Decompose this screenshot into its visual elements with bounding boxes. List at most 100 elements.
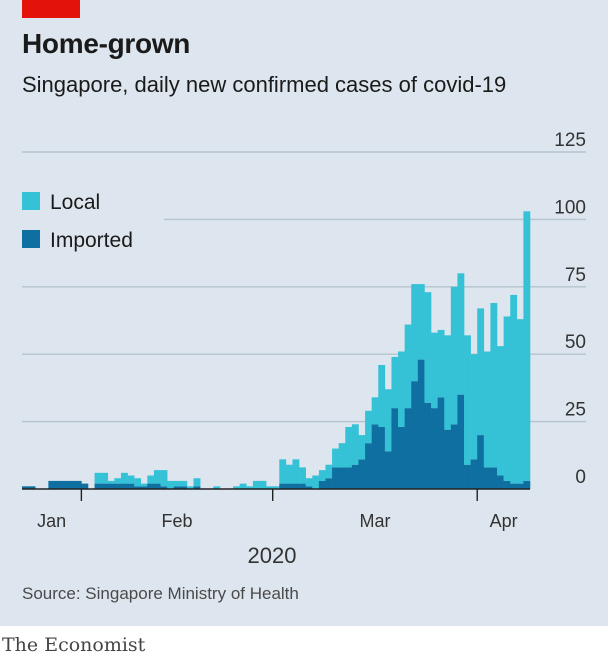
bar-imported-day-55	[384, 451, 392, 489]
bar-local-day-54	[378, 364, 386, 427]
bar-imported-day-70	[483, 467, 491, 489]
bar-local-day-25	[186, 486, 194, 489]
bar-local-day-61	[424, 292, 432, 403]
bar-local-day-51	[358, 435, 366, 460]
brand-accent-bar	[22, 0, 80, 18]
bar-imported-day-15	[120, 483, 128, 489]
bar-local-day-52	[365, 410, 372, 444]
bar-local-day-38	[272, 486, 280, 489]
bar-local-day-16	[127, 475, 135, 484]
legend-label-local: Local	[50, 191, 100, 214]
bar-local-day-42	[299, 467, 306, 484]
bar-local-day-15	[120, 472, 128, 484]
bar-imported-day-13	[107, 483, 115, 489]
bar-imported-day-63	[437, 397, 445, 489]
economist-logo-text: The Economist	[2, 634, 146, 656]
bar-imported-day-14	[114, 483, 122, 489]
x-tick-label-apr: Apr	[490, 511, 518, 531]
bar-imported-day-45	[318, 480, 326, 489]
bar-imported-day-41	[292, 483, 300, 489]
bar-local-day-41	[292, 459, 300, 484]
bar-local-day-20	[153, 470, 161, 484]
bar-local-day-67	[464, 335, 471, 465]
bar-imported-day-8	[74, 480, 82, 489]
bar-imported-day-73	[503, 480, 511, 489]
bar-imported-day-60	[417, 359, 425, 489]
bar-imported-day-42	[299, 483, 306, 489]
bar-imported-day-68	[470, 459, 478, 489]
bar-local-day-39	[279, 459, 287, 484]
bar-local-day-26	[193, 478, 201, 487]
bar-local-day-65	[450, 286, 458, 425]
bar-local-day-68	[470, 354, 478, 460]
bar-imported-day-17	[134, 486, 142, 489]
bar-imported-day-21	[160, 486, 168, 489]
bar-local-day-33	[239, 483, 247, 489]
bar-imported-day-6	[61, 480, 69, 489]
bar-imported-day-75	[516, 483, 524, 489]
y-tick-label-50: 50	[565, 332, 586, 353]
bar-local-day-21	[160, 470, 168, 487]
bar-imported-day-23	[173, 486, 181, 489]
bar-local-day-56	[391, 356, 399, 409]
bar-local-day-29	[213, 486, 221, 489]
chart-area: 0 25 50 75 100 125 Jan Feb Mar Apr Local Importe…	[22, 130, 586, 568]
bar-imported-day-1	[28, 486, 36, 489]
bar-local-day-32	[233, 486, 241, 489]
legend-label-imported: Imported	[50, 229, 133, 252]
chart-title: Home-grown	[22, 28, 191, 59]
bar-local-day-70	[483, 351, 491, 468]
bar-local-day-53	[371, 397, 379, 425]
bar-local-day-73	[503, 316, 511, 481]
bar-local-day-69	[477, 308, 485, 436]
bar-imported-day-58	[404, 408, 412, 489]
bar-imported-day-54	[378, 426, 386, 489]
bar-local-day-49	[345, 426, 353, 468]
legend-swatch-imported	[22, 230, 40, 248]
bar-local-day-24	[180, 480, 188, 487]
bar-local-day-35	[252, 480, 260, 489]
bar-local-day-62	[431, 332, 438, 409]
bar-local-day-45	[318, 470, 326, 481]
bar-imported-day-65	[450, 424, 458, 489]
bar-local-day-59	[411, 284, 419, 382]
bar-local-day-40	[285, 464, 293, 484]
bar-local-day-75	[516, 319, 524, 484]
bar-imported-day-57	[398, 426, 405, 489]
bar-local-day-44	[312, 475, 320, 489]
bar-imported-day-48	[338, 467, 346, 489]
bar-local-day-12	[101, 472, 109, 484]
bar-local-day-17	[134, 478, 142, 487]
bar-imported-day-50	[351, 464, 359, 489]
x-axis-labels: Jan Feb Mar Apr	[37, 511, 517, 531]
y-tick-label-75: 75	[565, 265, 586, 286]
bar-imported-day-46	[325, 478, 333, 489]
bar-local-day-13	[107, 480, 115, 484]
bar-imported-day-9	[81, 483, 89, 489]
bar-imported-day-24	[180, 486, 188, 489]
x-axis	[22, 488, 530, 501]
bar-local-day-63	[437, 329, 445, 398]
bar-local-day-11	[94, 472, 102, 484]
bar-imported-day-64	[444, 429, 452, 489]
bar-imported-day-61	[424, 402, 432, 489]
bar-imported-day-43	[305, 486, 313, 489]
bar-local-day-14	[114, 478, 122, 484]
bar-imported-day-12	[101, 483, 109, 489]
bar-imported-day-72	[497, 475, 504, 489]
bar-imported-day-52	[365, 443, 372, 489]
bar-imported-day-51	[358, 459, 366, 489]
bar-imported-day-66	[457, 394, 465, 489]
bar-imported-day-4	[48, 480, 56, 489]
bar-imported-day-40	[285, 483, 293, 489]
bar-imported-day-5	[54, 480, 62, 489]
chart-subtitle: Singapore, daily new confirmed cases of …	[22, 72, 507, 97]
bar-imported-day-18	[140, 486, 148, 489]
bar-imported-day-11	[94, 483, 102, 489]
bar-imported-day-7	[68, 480, 76, 489]
y-axis-labels: 0 25 50 75 100 125	[554, 130, 586, 488]
bar-imported-day-19	[147, 483, 155, 489]
bar-local-day-19	[147, 475, 155, 484]
bar-imported-day-0	[22, 486, 29, 489]
bars	[22, 211, 531, 489]
